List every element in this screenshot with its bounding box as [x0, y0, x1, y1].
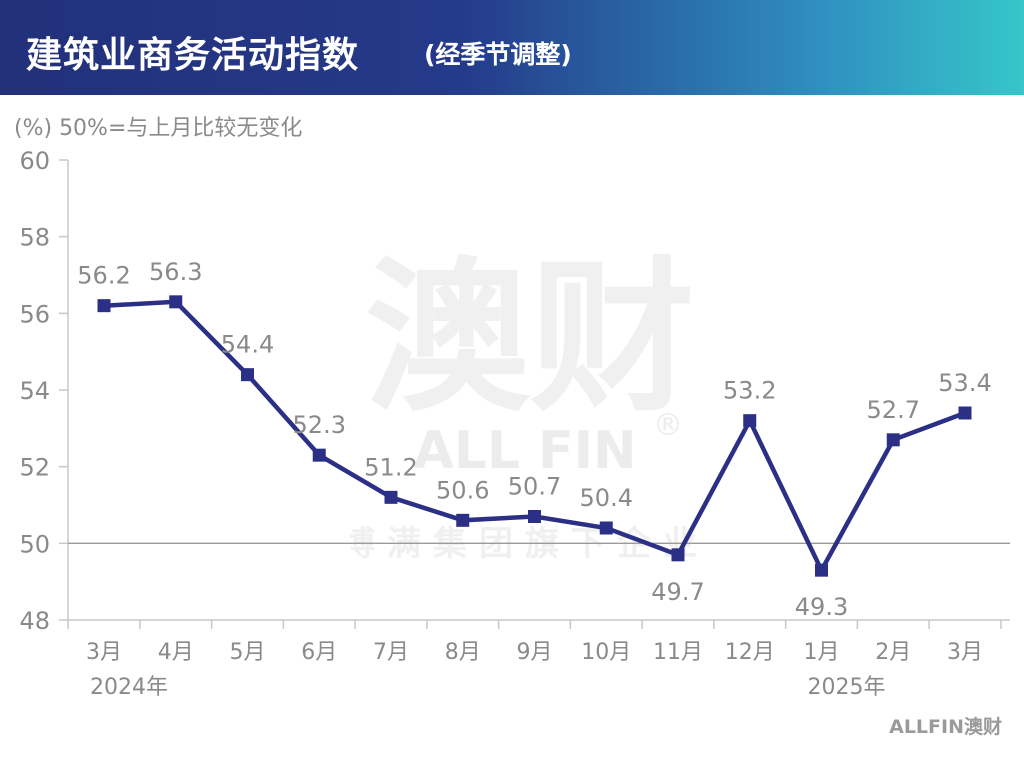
data-label: 49.7	[651, 578, 704, 606]
data-point-marker	[241, 368, 254, 382]
data-label: 51.2	[364, 453, 417, 481]
data-point-marker	[528, 510, 541, 523]
y-tick-label: 60	[19, 147, 50, 175]
y-tick-label: 56	[19, 300, 50, 328]
data-point-marker	[671, 548, 685, 562]
x-tick-label: 10月	[581, 640, 631, 665]
data-label: 53.2	[723, 377, 776, 405]
x-tick-label: 12月	[725, 640, 775, 665]
data-label: 50.6	[436, 476, 489, 504]
data-label: 50.7	[508, 473, 561, 501]
data-point-marker	[169, 295, 183, 309]
x-tick-label: 9月	[517, 640, 553, 665]
x-tick-label: 6月	[301, 640, 337, 665]
chart-subtitle: (经季节调整)	[424, 40, 572, 69]
x-tick-label: 3月	[86, 640, 122, 665]
data-point-marker	[312, 448, 326, 462]
y-tick-label: 50	[19, 530, 50, 558]
header-banner: 建筑业商务活动指数 (经季节调整)	[0, 0, 1024, 95]
x-year-label: 2025年	[808, 675, 886, 700]
data-point-marker	[958, 406, 972, 420]
unit-note: (%) 50%=与上月比较无变化	[14, 116, 303, 141]
x-tick-label: 11月	[653, 640, 703, 665]
data-point-marker	[97, 299, 111, 313]
y-tick-label: 48	[19, 607, 50, 635]
y-tick-label: 52	[19, 454, 50, 482]
data-label: 52.3	[293, 411, 346, 439]
data-label: 53.4	[938, 369, 991, 397]
data-point-marker	[815, 563, 828, 577]
x-tick-label: 7月	[373, 640, 409, 665]
x-tick-label: 5月	[230, 640, 266, 665]
brand-logo: ALLFIN澳财	[889, 716, 1002, 738]
y-tick-label: 54	[19, 377, 50, 405]
x-tick-label: 1月	[804, 640, 840, 665]
chart-title: 建筑业商务活动指数	[26, 35, 360, 76]
data-point-marker	[599, 521, 613, 535]
y-tick-label: 58	[19, 224, 50, 252]
data-label: 49.3	[795, 593, 848, 621]
data-point-marker	[384, 490, 398, 504]
data-point-marker	[743, 414, 757, 428]
data-label: 54.4	[221, 331, 274, 359]
data-point-marker	[886, 433, 900, 447]
data-label: 56.2	[77, 262, 130, 290]
x-tick-label: 2月	[875, 640, 911, 665]
data-label: 50.4	[580, 484, 633, 512]
data-label: 52.7	[867, 396, 920, 424]
x-tick-label: 4月	[158, 640, 194, 665]
x-tick-label: 3月	[947, 640, 983, 665]
x-year-label: 2024年	[90, 675, 168, 700]
data-point-marker	[456, 513, 470, 527]
data-label: 56.3	[149, 258, 202, 286]
x-tick-label: 8月	[445, 640, 481, 665]
